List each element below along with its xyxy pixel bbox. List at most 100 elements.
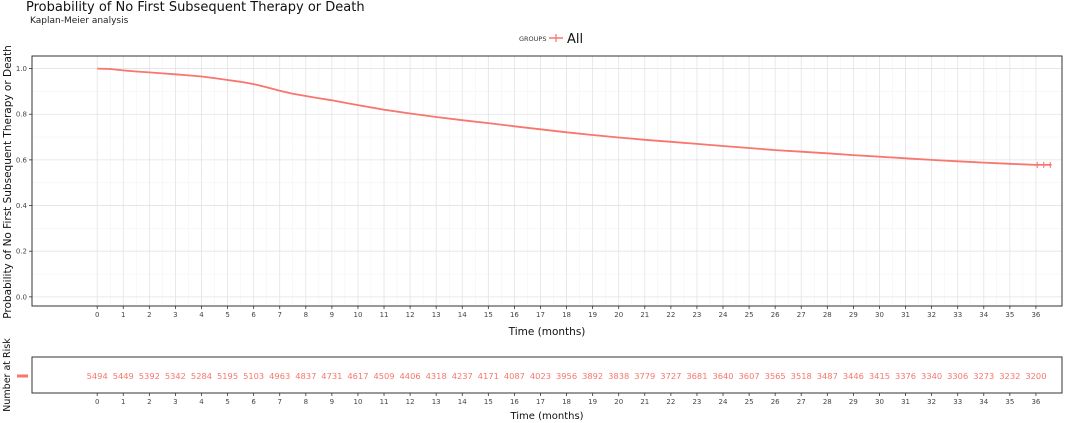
- risk-count-label: 3565: [765, 371, 786, 381]
- km-x-tick-label: 26: [771, 311, 780, 319]
- risk-x-tick-label: 25: [745, 398, 754, 406]
- risk-count-label: 5449: [113, 371, 134, 381]
- risk-count-label: 5195: [217, 371, 238, 381]
- km-x-tick-label: 12: [406, 311, 415, 319]
- km-x-tick-label: 3: [173, 311, 177, 319]
- km-x-tick-label: 14: [458, 311, 467, 319]
- risk-x-tick-label: 28: [823, 398, 832, 406]
- km-y-axis-title: Probability of No First Subsequent Thera…: [2, 45, 14, 318]
- risk-count-label: 3446: [843, 371, 864, 381]
- risk-count-label: 3681: [686, 371, 707, 381]
- km-x-tick-label: 11: [380, 311, 389, 319]
- risk-count-label: 5392: [139, 371, 160, 381]
- risk-table-panel: 5494 5449 5392 5342 5284 5195 5103 4963 4837 4731…: [31, 356, 1063, 406]
- risk-count-label: 4617: [347, 371, 368, 381]
- km-plot-panel: 0.00.20.40.60.81.00 1 2 3 4 5 6 7 8 9 10 11 12 13 14 15…: [16, 55, 1063, 319]
- risk-count-label: 3518: [791, 371, 812, 381]
- km-x-tick-label: 6: [251, 311, 256, 319]
- risk-count-label: 5284: [191, 371, 212, 381]
- km-x-tick-label: 7: [277, 311, 281, 319]
- risk-x-tick-label: 13: [432, 398, 441, 406]
- legend-label-all: All: [567, 32, 583, 47]
- km-x-tick-label: 13: [432, 311, 441, 319]
- km-x-tick-label: 20: [614, 311, 623, 319]
- risk-x-tick-label: 12: [406, 398, 415, 406]
- km-x-tick-label: 35: [1005, 311, 1014, 319]
- risk-x-tick-label: 20: [614, 398, 623, 406]
- km-x-tick-label: 27: [797, 311, 806, 319]
- risk-x-tick-label: 7: [277, 398, 281, 406]
- risk-x-tick-label: 10: [353, 398, 362, 406]
- risk-count-label: 4023: [530, 371, 551, 381]
- risk-x-tick-label: 17: [536, 398, 545, 406]
- risk-count-label: 3607: [739, 371, 760, 381]
- risk-x-tick-label: 0: [95, 398, 99, 406]
- risk-count-label: 4731: [321, 371, 342, 381]
- risk-x-tick-label: 32: [927, 398, 936, 406]
- risk-count-label: 4087: [504, 371, 525, 381]
- risk-x-tick-label: 9: [330, 398, 334, 406]
- risk-count-label: 3487: [817, 371, 838, 381]
- risk-count-label: 4837: [295, 371, 316, 381]
- risk-x-tick-label: 3: [173, 398, 177, 406]
- risk-count-label: 5342: [165, 371, 186, 381]
- km-x-tick-label: 1: [121, 311, 125, 319]
- km-curve-all: [97, 67, 1052, 166]
- km-x-tick-label: 25: [745, 311, 754, 319]
- km-x-tick-label: 19: [588, 311, 597, 319]
- risk-count-label: 4509: [373, 371, 394, 381]
- risk-x-tick-label: 34: [979, 398, 988, 406]
- km-x-tick-label: 23: [692, 311, 701, 319]
- risk-count-label: 4963: [269, 371, 290, 381]
- km-x-tick-label: 0: [95, 311, 99, 319]
- km-x-tick-label: 22: [666, 311, 675, 319]
- risk-count-label: 4318: [426, 371, 447, 381]
- risk-count-label: 3838: [608, 371, 629, 381]
- km-x-tick-label: 18: [562, 311, 571, 319]
- risk-count-label: 4406: [400, 371, 421, 381]
- risk-x-tick-label: 14: [458, 398, 467, 406]
- km-x-tick-label: 5: [225, 311, 229, 319]
- km-x-tick-label: 2: [147, 311, 151, 319]
- risk-count-label: 3640: [712, 371, 733, 381]
- legend: GROUPS All: [519, 32, 583, 47]
- risk-count-label: 5494: [87, 371, 108, 381]
- km-y-tick-label: 0.0: [16, 293, 27, 301]
- km-x-tick-label: 17: [536, 311, 545, 319]
- risk-count-label: 3956: [556, 371, 577, 381]
- km-y-tick-label: 1.0: [16, 65, 27, 73]
- risk-panel-border: [31, 356, 1063, 394]
- km-panel-background: [32, 56, 1062, 306]
- risk-x-tick-label: 8: [304, 398, 308, 406]
- km-x-tick-label: 4: [199, 311, 204, 319]
- risk-count-label: 3779: [634, 371, 655, 381]
- risk-x-tick-label: 21: [640, 398, 649, 406]
- chart-subtitle: Kaplan-Meier analysis: [30, 16, 129, 26]
- risk-x-tick-label: 15: [484, 398, 493, 406]
- km-x-tick-label: 34: [979, 311, 988, 319]
- risk-count-label: 3892: [582, 371, 603, 381]
- risk-x-tick-label: 1: [121, 398, 125, 406]
- risk-x-tick-label: 33: [953, 398, 962, 406]
- risk-count-label: 3727: [660, 371, 681, 381]
- risk-count-label: 5103: [243, 371, 264, 381]
- risk-x-tick-label: 24: [719, 398, 728, 406]
- km-x-tick-label: 8: [304, 311, 308, 319]
- km-x-tick-label: 31: [901, 311, 910, 319]
- risk-count-label: 3376: [895, 371, 916, 381]
- chart-title: Probability of No First Subsequent Thera…: [26, 0, 365, 15]
- km-panel-border: [31, 55, 1063, 307]
- km-x-tick-label: 21: [640, 311, 649, 319]
- risk-count-label: 4237: [452, 371, 473, 381]
- risk-x-tick-label: 35: [1005, 398, 1014, 406]
- risk-x-tick-label: 27: [797, 398, 806, 406]
- risk-x-tick-label: 26: [771, 398, 780, 406]
- risk-x-tick-label: 16: [510, 398, 519, 406]
- km-y-tick-label: 0.6: [16, 156, 28, 164]
- risk-x-tick-label: 31: [901, 398, 910, 406]
- km-y-tick-label: 0.2: [16, 248, 27, 256]
- risk-count-label: 3340: [921, 371, 942, 381]
- risk-x-axis-title: Time (months): [509, 411, 583, 422]
- km-x-tick-label: 10: [353, 311, 362, 319]
- km-x-tick-label: 29: [849, 311, 858, 319]
